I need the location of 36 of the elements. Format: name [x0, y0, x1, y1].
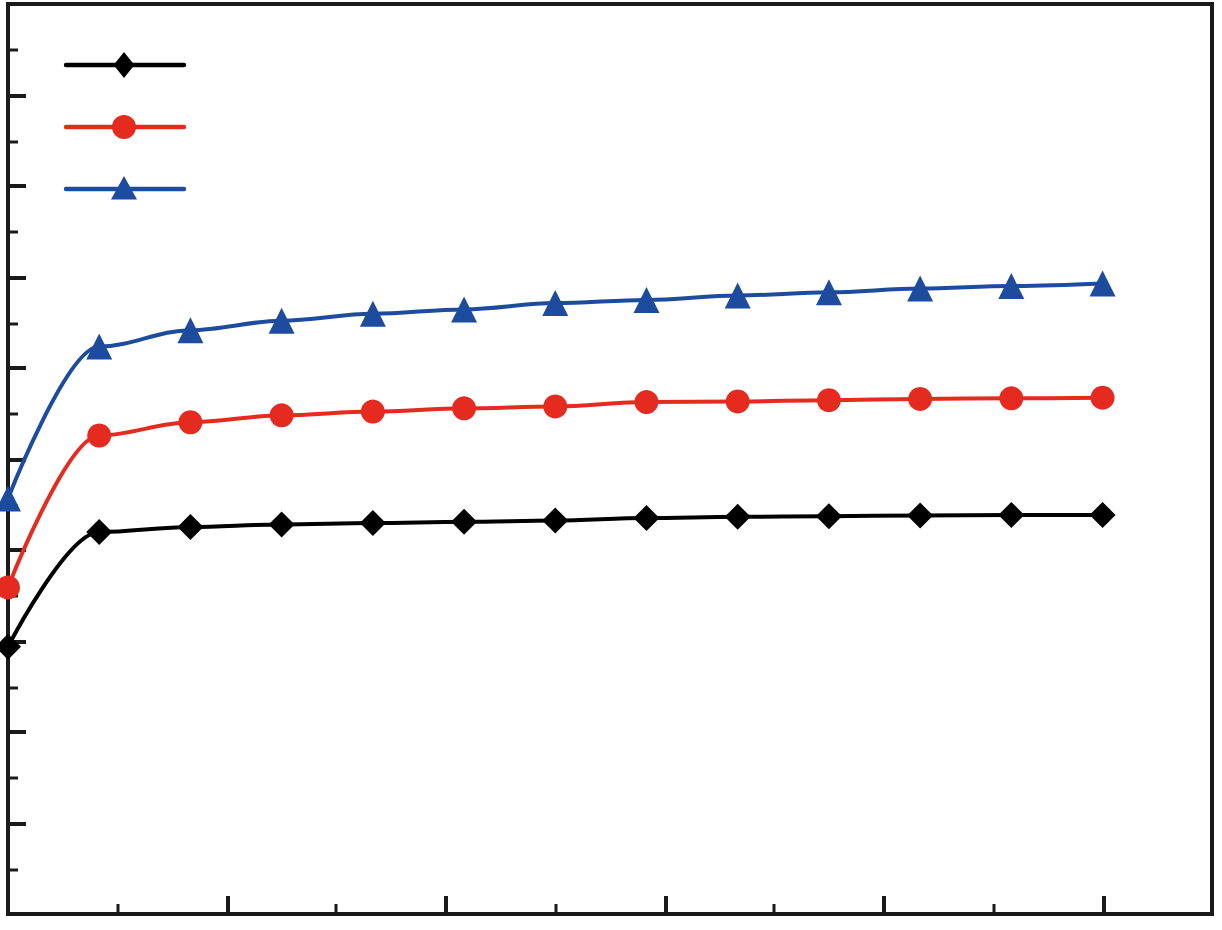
point [359, 510, 386, 537]
point [1089, 501, 1116, 528]
point [998, 273, 1025, 300]
point [359, 300, 386, 327]
point [725, 389, 750, 414]
point [451, 296, 478, 323]
point [269, 403, 294, 428]
point [634, 390, 659, 415]
point [724, 282, 751, 309]
point [724, 503, 751, 530]
point [177, 513, 204, 540]
point [908, 386, 933, 411]
point [633, 286, 660, 313]
point [177, 317, 204, 344]
point [542, 290, 569, 317]
point [907, 502, 934, 529]
point [1090, 385, 1115, 410]
point [815, 279, 842, 306]
point [360, 399, 385, 424]
point [543, 394, 568, 419]
point [998, 501, 1025, 528]
point [268, 307, 295, 334]
point [452, 396, 477, 421]
point [815, 503, 842, 530]
point [633, 505, 660, 532]
point [87, 423, 112, 448]
point [999, 386, 1024, 411]
point [86, 333, 113, 360]
point [1089, 270, 1116, 297]
point [268, 511, 295, 538]
point [86, 518, 113, 545]
point [178, 410, 203, 435]
point [451, 508, 478, 535]
point [907, 275, 934, 302]
point [542, 507, 569, 534]
point [816, 388, 841, 413]
